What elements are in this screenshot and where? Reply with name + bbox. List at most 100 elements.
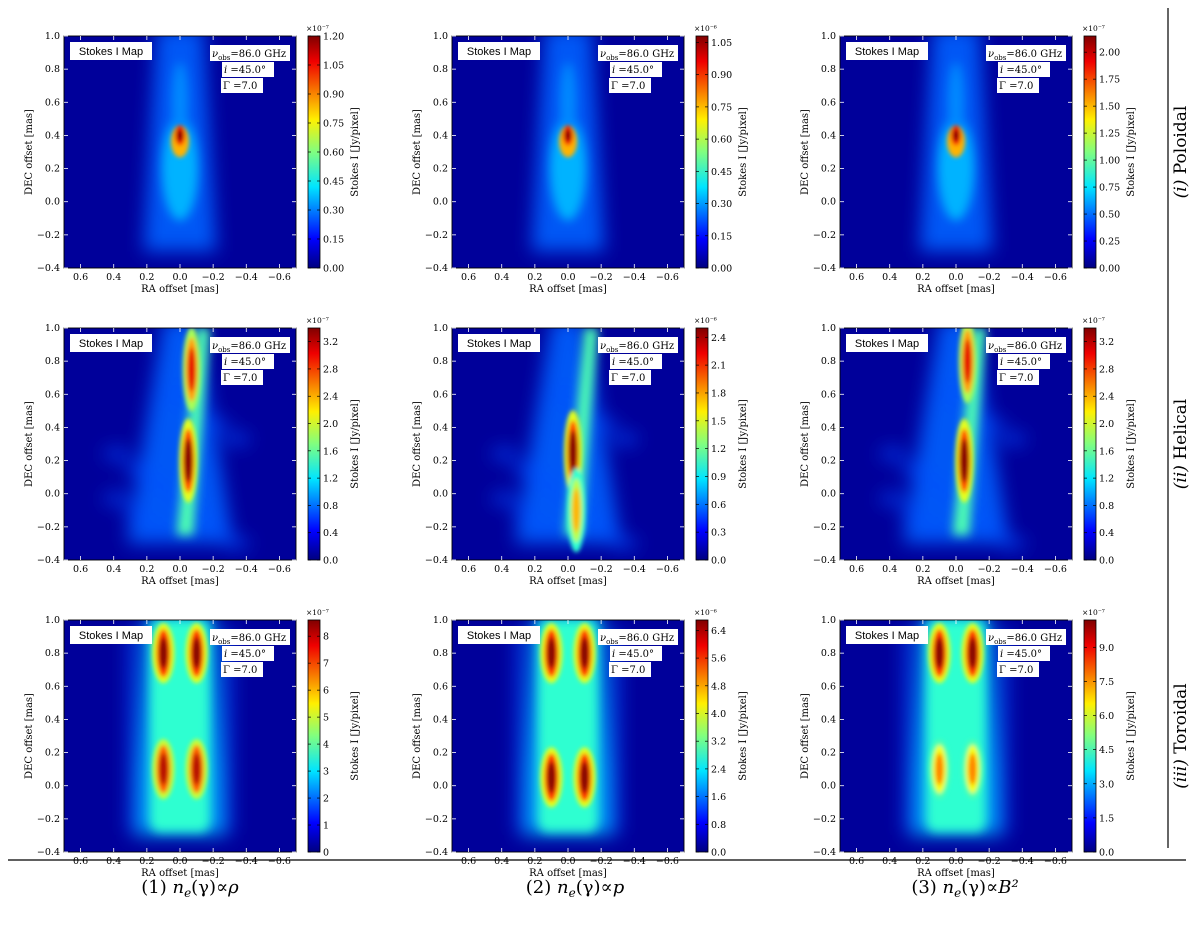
- gamma-symbol: Γ: [611, 665, 618, 676]
- colorbar-tick-label: 1: [323, 821, 329, 832]
- param-frequency: νobs=86.0 GHz: [988, 341, 1062, 354]
- x-axis-label: RA offset [mas]: [141, 576, 219, 587]
- map-title-box: [458, 42, 540, 60]
- incl-value: =45.0°: [1003, 65, 1042, 76]
- param-box-nu: [986, 337, 1066, 353]
- y-tick-label: 0.4: [821, 714, 836, 725]
- y-tick-label: 0.6: [821, 97, 836, 108]
- param-box-gamma: [609, 662, 651, 677]
- colorbar-tick-label: 1.75: [1099, 75, 1120, 86]
- panel-toroidal-2: 0.6 0.4 0.2 0.0 −0.2 −0.4 −0.6 1.0 0.8 0.6 0.4 0.2 0…: [412, 608, 749, 879]
- param-lorentz: Γ =7.0: [223, 373, 257, 384]
- column-label-subscript: e: [184, 886, 191, 900]
- column-label-n: n: [172, 877, 184, 898]
- colorbar-tick-label: 0.9: [711, 472, 726, 483]
- param-inclination: i =45.0°: [1000, 649, 1042, 660]
- nu-symbol: ν: [988, 49, 994, 60]
- param-lorentz: Γ =7.0: [223, 81, 257, 92]
- x-tick-label: −0.4: [1011, 856, 1034, 867]
- incl-value: =45.0°: [615, 649, 654, 660]
- colorbar-label: Stokes I [Jy/pixel]: [1126, 107, 1137, 197]
- x-axis-label: RA offset [mas]: [917, 284, 995, 295]
- colorbar-tick-label: 0.6: [711, 500, 726, 511]
- x-tick-label: 0.6: [461, 564, 476, 575]
- gamma-symbol: Γ: [999, 81, 1006, 92]
- incl-symbol: i: [224, 357, 227, 368]
- y-tick-label: 0.0: [433, 781, 448, 792]
- param-inclination: i =45.0°: [1000, 65, 1042, 76]
- incl-symbol: i: [612, 357, 615, 368]
- y-tick-label: 1.0: [45, 31, 60, 42]
- panel-helical-3: 0.6 0.4 0.2 0.0 −0.2 −0.4 −0.6 1.0 0.8 0.6 0.4 0.2 0…: [800, 316, 1137, 587]
- x-tick-label: 0.0: [948, 856, 963, 867]
- colorbar-label: Stokes I [Jy/pixel]: [738, 107, 749, 197]
- colorbar-tick-label: 4: [323, 740, 329, 751]
- param-box-incl: [610, 646, 662, 661]
- incl-value: =45.0°: [1003, 357, 1042, 368]
- colorbar: [695, 619, 709, 853]
- gamma-value: =7.0: [618, 665, 645, 676]
- param-inclination: i =45.0°: [224, 65, 266, 76]
- y-tick-label: −0.4: [425, 263, 448, 274]
- colorbar-tick-label: 1.6: [711, 792, 726, 803]
- y-tick-label: 0.2: [821, 164, 836, 175]
- y-tick-label: 0.8: [45, 648, 60, 659]
- colorbar-tick-label: 1.2: [1099, 474, 1114, 485]
- param-frequency: νobs=86.0 GHz: [212, 633, 286, 646]
- incl-symbol: i: [1000, 649, 1003, 660]
- param-inclination: i =45.0°: [224, 649, 266, 660]
- nu-symbol: ν: [212, 341, 218, 352]
- map-title: Stokes I Map: [79, 630, 143, 642]
- heatmap-image: [840, 328, 1072, 560]
- colorbar-tick-label: 0.90: [323, 90, 344, 101]
- nu-subscript: obs: [606, 54, 619, 62]
- y-tick-label: 0.0: [45, 197, 60, 208]
- x-tick-label: 0.2: [915, 564, 930, 575]
- x-tick-label: 0.4: [106, 272, 121, 283]
- nu-value: =86.0 GHz: [618, 49, 674, 60]
- param-inclination: i =45.0°: [1000, 357, 1042, 368]
- row-label-prefix: (i): [1171, 180, 1191, 199]
- jet-spine: [938, 62, 974, 221]
- panel-poloidal-3: 0.6 0.4 0.2 0.0 −0.2 −0.4 −0.6 1.0 0.8 0.6 0.4 0.2 0…: [800, 24, 1137, 295]
- y-tick-label: 0.8: [433, 356, 448, 367]
- x-axis-label: RA offset [mas]: [529, 576, 607, 587]
- colorbar-scale-label: ×10⁻⁶: [694, 608, 717, 617]
- map-title: Stokes I Map: [467, 630, 531, 642]
- y-tick-label: 0.2: [821, 748, 836, 759]
- y-tick-label: 0.4: [433, 422, 448, 433]
- param-box-nu: [598, 629, 678, 645]
- y-tick-label: −0.2: [37, 814, 60, 825]
- colorbar-tick-label: 2: [323, 794, 329, 805]
- y-tick-label: −0.4: [813, 847, 836, 858]
- colorbar-scale-label: ×10⁻⁷: [306, 316, 329, 325]
- colorbar: [1083, 619, 1097, 853]
- colorbar-tick-label: 7.5: [1099, 677, 1114, 688]
- y-tick-label: 0.0: [45, 489, 60, 500]
- y-tick-label: 1.0: [821, 615, 836, 626]
- y-tick-label: 0.6: [45, 97, 60, 108]
- colorbar-label: Stokes I [Jy/pixel]: [738, 691, 749, 781]
- y-axis-label: DEC offset [mas]: [800, 109, 811, 195]
- panel-helical-1: 0.6 0.4 0.2 0.0 −0.2 −0.4 −0.6 1.0 0.8 0.6 0.4 0.2 0…: [24, 316, 361, 587]
- incl-symbol: i: [1000, 65, 1003, 76]
- y-tick-label: 0.0: [433, 197, 448, 208]
- x-axis-label: RA offset [mas]: [141, 284, 219, 295]
- colorbar-tick-label: 0.45: [323, 177, 344, 188]
- param-box-nu: [986, 45, 1066, 61]
- x-tick-label: 0.2: [527, 564, 542, 575]
- x-tick-label: 0.0: [172, 272, 187, 283]
- x-tick-label: 0.4: [494, 564, 509, 575]
- x-tick-label: 0.0: [948, 272, 963, 283]
- colorbar-label: Stokes I [Jy/pixel]: [350, 399, 361, 489]
- colorbar-tick-label: 5: [323, 713, 329, 724]
- map-title: Stokes I Map: [855, 630, 919, 642]
- nu-value: =86.0 GHz: [230, 49, 286, 60]
- y-tick-label: 1.0: [433, 615, 448, 626]
- jet-spine: [162, 62, 198, 221]
- colorbar: [1083, 35, 1097, 269]
- x-tick-label: 0.6: [73, 272, 88, 283]
- panel-poloidal-2: 0.6 0.4 0.2 0.0 −0.2 −0.4 −0.6 1.0 0.8 0.6 0.4 0.2 0…: [412, 24, 749, 295]
- x-tick-label: −0.4: [235, 856, 258, 867]
- y-tick-label: 0.2: [45, 164, 60, 175]
